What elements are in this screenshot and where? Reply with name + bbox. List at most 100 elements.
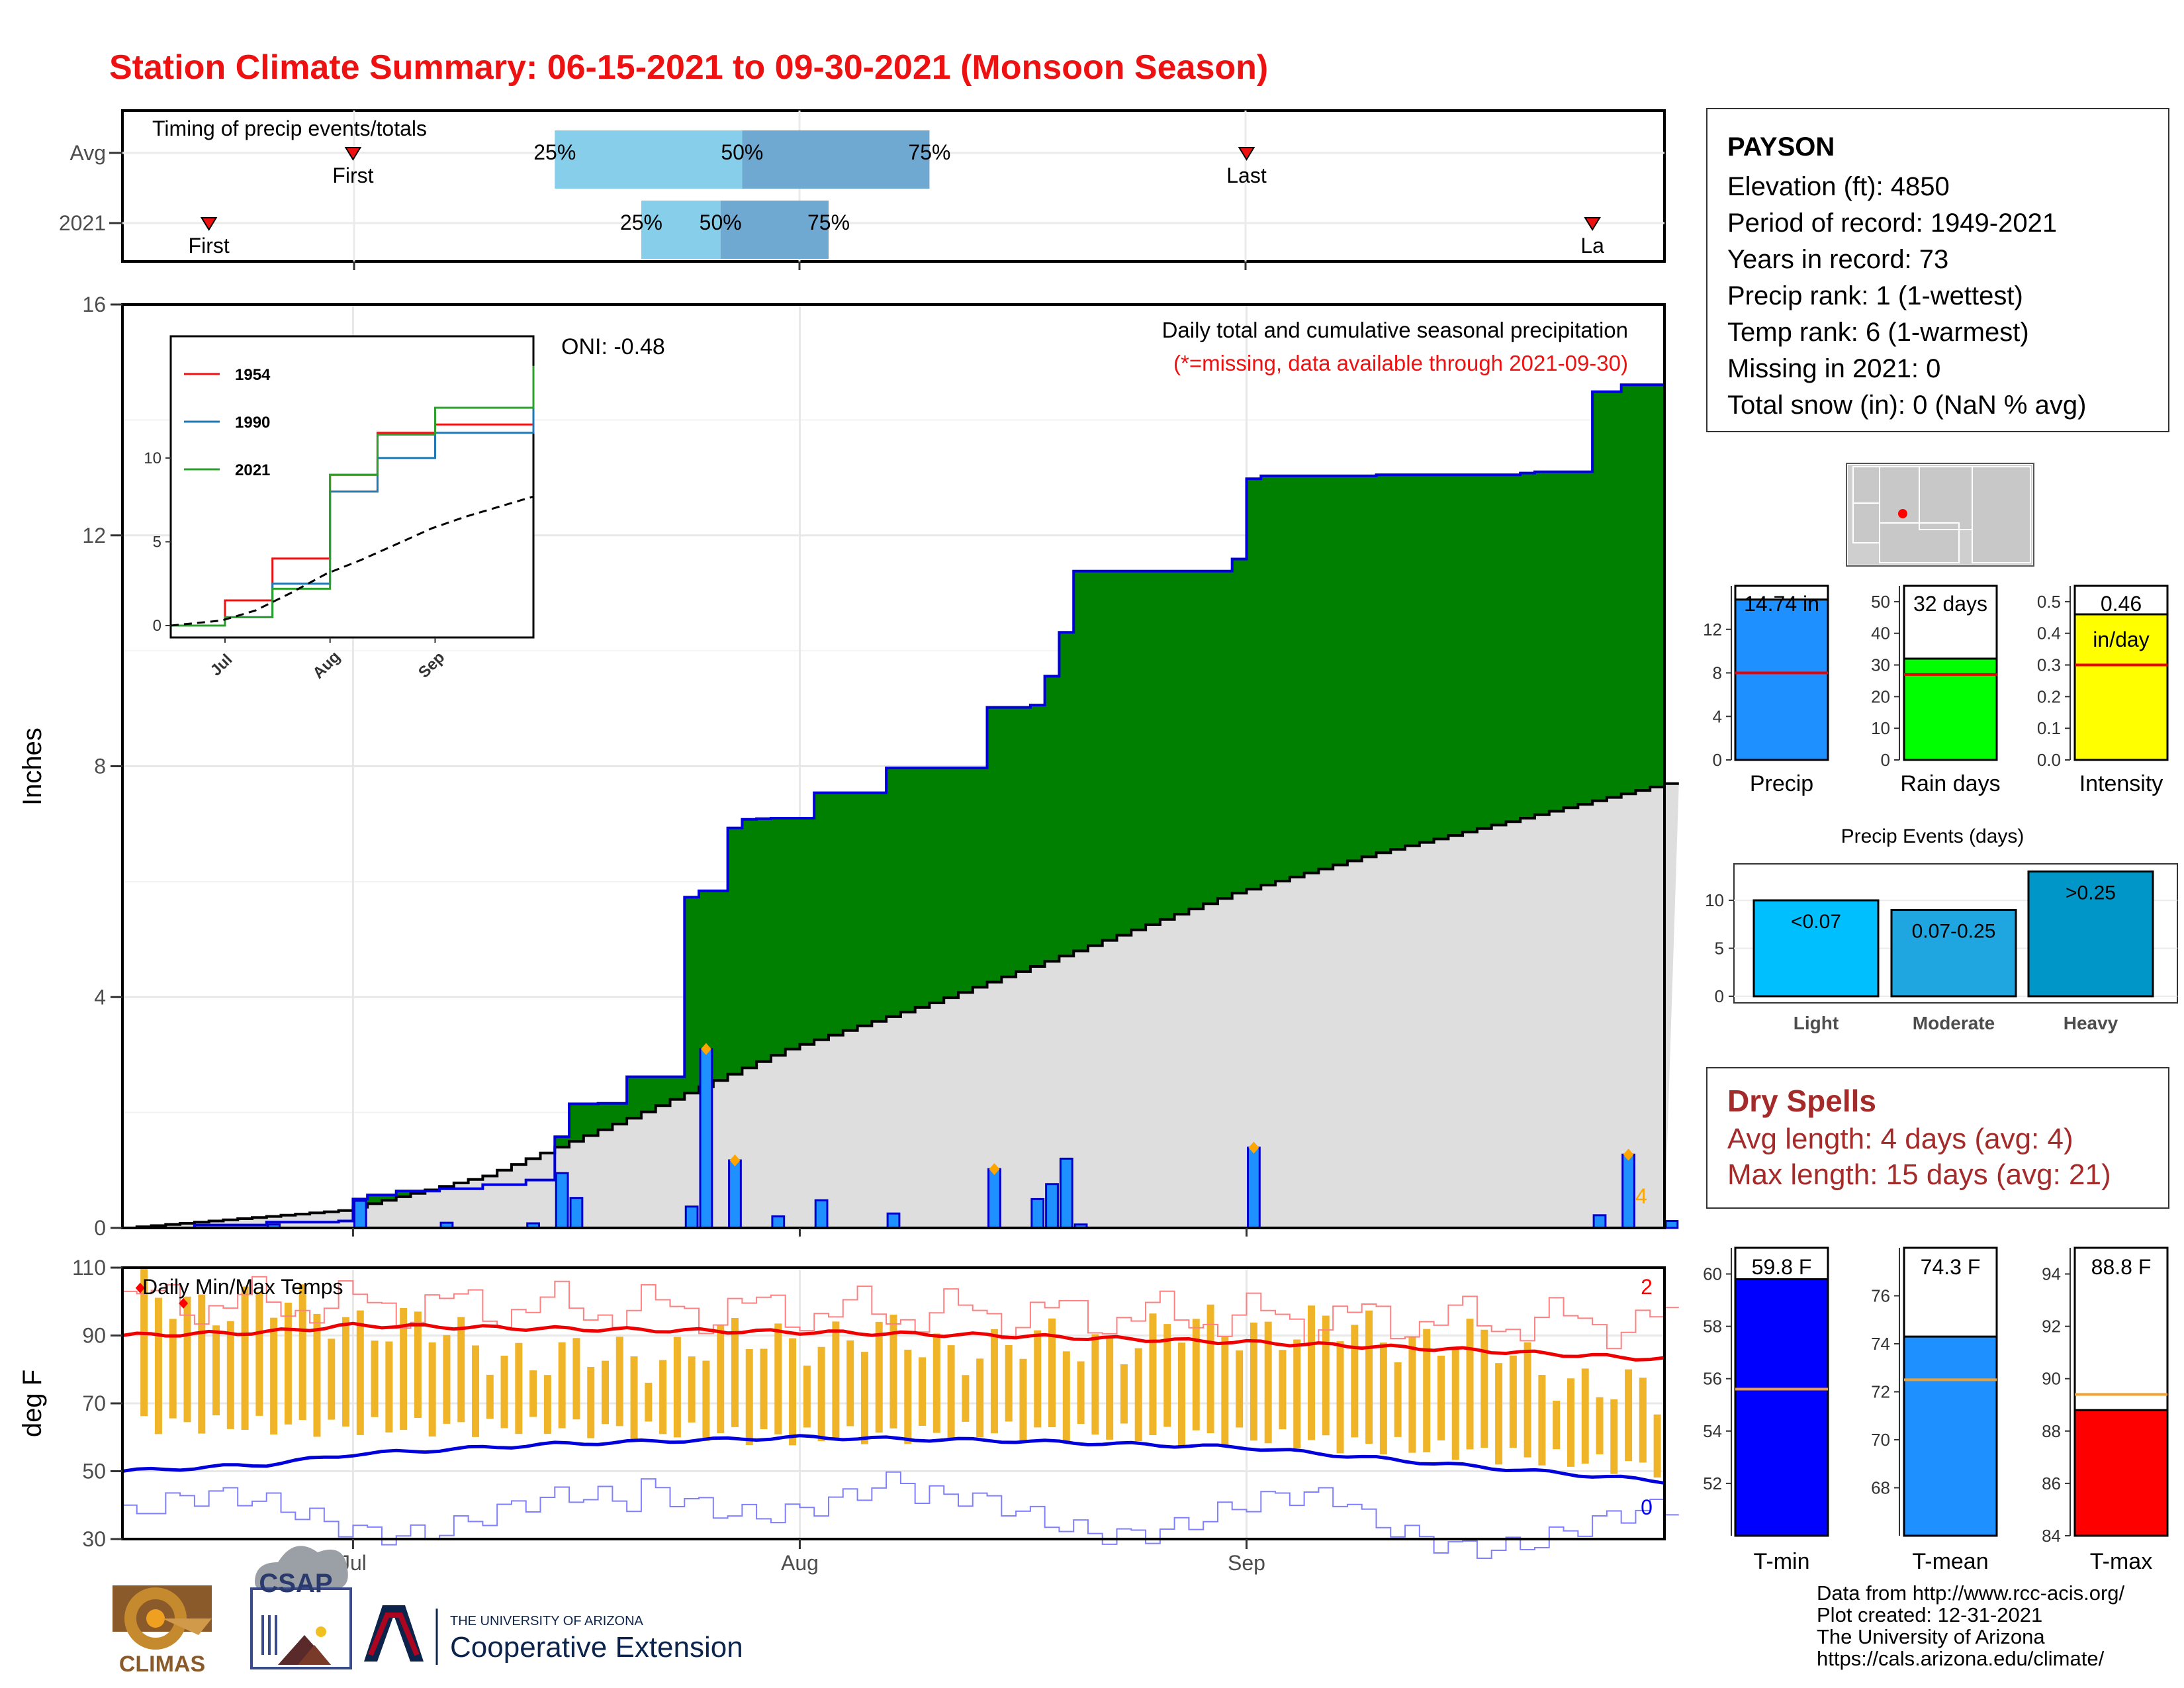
location-map bbox=[1846, 463, 2034, 567]
timing-q25-q50-bar bbox=[555, 130, 743, 189]
record-marker bbox=[1248, 1141, 1259, 1154]
inset-legend-label: 1990 bbox=[235, 414, 270, 432]
temp-bar-label: T-mean bbox=[1912, 1549, 1988, 1574]
temp-ytick-label: 70 bbox=[82, 1391, 106, 1415]
event-bin-label: 0.07-0.25 bbox=[1912, 921, 1996, 943]
daily-precip-bar bbox=[699, 1048, 713, 1229]
last-event-marker bbox=[1584, 217, 1601, 231]
precip-subtitle: Daily total and cumulative seasonal prec… bbox=[1162, 318, 1628, 342]
record-marker bbox=[700, 1043, 711, 1055]
temp-value-label: 74.3 F bbox=[1921, 1255, 1981, 1279]
temp-bar bbox=[2073, 1409, 2169, 1537]
event-ytick-label: 10 bbox=[1705, 890, 1724, 910]
summary-value-label: 14.74 in bbox=[1744, 592, 1819, 616]
average-cumulative-line bbox=[122, 782, 1679, 1229]
temp-value-label: 59.8 F bbox=[1752, 1255, 1812, 1279]
last-event-label: Last bbox=[1226, 164, 1267, 187]
daily-precip-bar bbox=[771, 1215, 786, 1229]
temp-ytick-label: 74 bbox=[1871, 1334, 1890, 1354]
record-high-line bbox=[122, 1276, 1679, 1350]
summary-bar bbox=[1734, 598, 1829, 761]
record-high-count: 2 bbox=[1641, 1275, 1653, 1299]
dry-spells-max: Max length: 15 days (avg: 21) bbox=[1727, 1158, 2111, 1191]
university-of-arizona-logo: THE UNIVERSITY OF ARIZONA Cooperative Ex… bbox=[364, 1605, 743, 1665]
timing-q50-q75-bar bbox=[742, 130, 930, 189]
climas-logo: CLIMAS bbox=[113, 1585, 212, 1677]
temp-ytick-label: 88 bbox=[2042, 1421, 2061, 1441]
inset-legend-label: 1954 bbox=[235, 366, 271, 384]
temp-ytick-label: 94 bbox=[2042, 1264, 2061, 1284]
summary-ytick-label: 4 bbox=[1713, 706, 1722, 726]
record-high-marker bbox=[135, 1282, 145, 1293]
summary-bars: 14.74 in 0 4 8 12 Precip 32 days 0 10 20 30 40 50 Rai… bbox=[1703, 585, 2169, 796]
daily-precip-bar bbox=[1030, 1197, 1045, 1229]
summary-value-label: 32 days bbox=[1913, 592, 1987, 616]
station-info-line: Temp rank: 6 (1-warmest) bbox=[1727, 318, 2029, 347]
avg-min-line bbox=[122, 1434, 1665, 1485]
timing-q50-label: 50% bbox=[721, 140, 763, 164]
summary-ytick-label: 0.1 bbox=[2037, 718, 2061, 738]
temp-bar bbox=[1734, 1278, 1829, 1537]
temp-ytick-label: 92 bbox=[2042, 1317, 2061, 1336]
event-category-label: Heavy bbox=[2064, 1013, 2118, 1033]
summary-ytick-label: 8 bbox=[1713, 663, 1722, 683]
station-info-box: PAYSON Elevation (ft): 4850 Period of re… bbox=[1706, 108, 2169, 432]
summary-bar-label: Rain days bbox=[1900, 771, 2000, 796]
inset-series-line bbox=[171, 365, 535, 627]
summary-ytick-label: 0.0 bbox=[2037, 750, 2061, 770]
temp-value-label: 88.8 F bbox=[2091, 1255, 2152, 1279]
station-info-line: Elevation (ft): 4850 bbox=[1727, 172, 1950, 201]
temp-bar-label: T-min bbox=[1754, 1549, 1810, 1574]
summary-unit-label: in/day bbox=[2093, 628, 2149, 651]
summary-ytick-label: 40 bbox=[1871, 624, 1890, 643]
daily-precip-bar bbox=[1247, 1147, 1261, 1229]
daily-precip-bar bbox=[353, 1199, 367, 1229]
temp-ytick-label: 56 bbox=[1703, 1369, 1722, 1389]
summary-ytick-label: 0 bbox=[1713, 750, 1722, 770]
timing-q50-q75-bar bbox=[720, 201, 829, 259]
csap-logo: CSAP bbox=[250, 1546, 352, 1669]
daily-precip-bar bbox=[728, 1159, 742, 1229]
temp-ytick-label: 84 bbox=[2042, 1526, 2061, 1546]
daily-precip-bar bbox=[987, 1168, 1001, 1229]
temp-ytick-label: 72 bbox=[1871, 1382, 1890, 1402]
record-marker bbox=[989, 1163, 1000, 1176]
precip-events-chart: Precip Events (days) <0.07 Light 0.07-0.25… bbox=[1705, 825, 2178, 1033]
station-info-line: Precip rank: 1 (1-wettest) bbox=[1727, 281, 2023, 310]
temp-bar bbox=[1903, 1335, 1998, 1537]
timing-row-label: Avg bbox=[69, 141, 106, 165]
cumulative-precip-line bbox=[122, 377, 1666, 1229]
summary-ytick-label: 0.4 bbox=[2037, 624, 2061, 643]
station-info-line: Period of record: 1949-2021 bbox=[1727, 209, 2058, 238]
dry-spells-box: Dry Spells Avg length: 4 days (avg: 4) M… bbox=[1706, 1067, 2169, 1209]
oni-label: ONI: -0.48 bbox=[561, 334, 665, 359]
temp-ytick-label: 76 bbox=[1871, 1286, 1890, 1306]
summary-ytick-label: 20 bbox=[1871, 686, 1890, 706]
record-low-line bbox=[122, 1471, 1679, 1560]
summary-ytick-label: 12 bbox=[1703, 620, 1722, 639]
timing-q75-label: 75% bbox=[807, 211, 850, 234]
temp-ytick-label: 50 bbox=[82, 1460, 106, 1483]
daily-precip-bar bbox=[814, 1199, 829, 1229]
ua-logo-text: THE UNIVERSITY OF ARIZONA bbox=[450, 1614, 644, 1628]
dry-spells-title: Dry Spells bbox=[1727, 1084, 1876, 1118]
event-bar bbox=[1752, 899, 1880, 998]
month-tick-label: Sep bbox=[1228, 1551, 1265, 1575]
first-event-label: First bbox=[189, 234, 230, 258]
timing-title: Timing of precip events/totals bbox=[152, 117, 427, 140]
daily-precip-bar bbox=[684, 1205, 699, 1229]
summary-ytick-label: 30 bbox=[1871, 655, 1890, 675]
summary-ytick-label: 0.5 bbox=[2037, 592, 2061, 612]
footer-line: The University of Arizona bbox=[1817, 1625, 2045, 1648]
avg-max-line bbox=[122, 1321, 1665, 1362]
daily-precip-bar bbox=[1664, 1220, 1679, 1229]
page-title: Station Climate Summary: 06-15-2021 to 0… bbox=[109, 48, 1269, 87]
summary-value-label: 0.46 bbox=[2101, 592, 2142, 616]
inset-ytick-label: 10 bbox=[144, 449, 161, 467]
footer-credits: Data from http://www.rcc-acis.org/ Plot … bbox=[1817, 1582, 2124, 1669]
first-event-label: First bbox=[332, 164, 373, 187]
daily-precip-bar bbox=[1621, 1153, 1635, 1229]
average-cumulative-area bbox=[122, 783, 1679, 1228]
temp-ytick-label: 30 bbox=[82, 1527, 106, 1551]
